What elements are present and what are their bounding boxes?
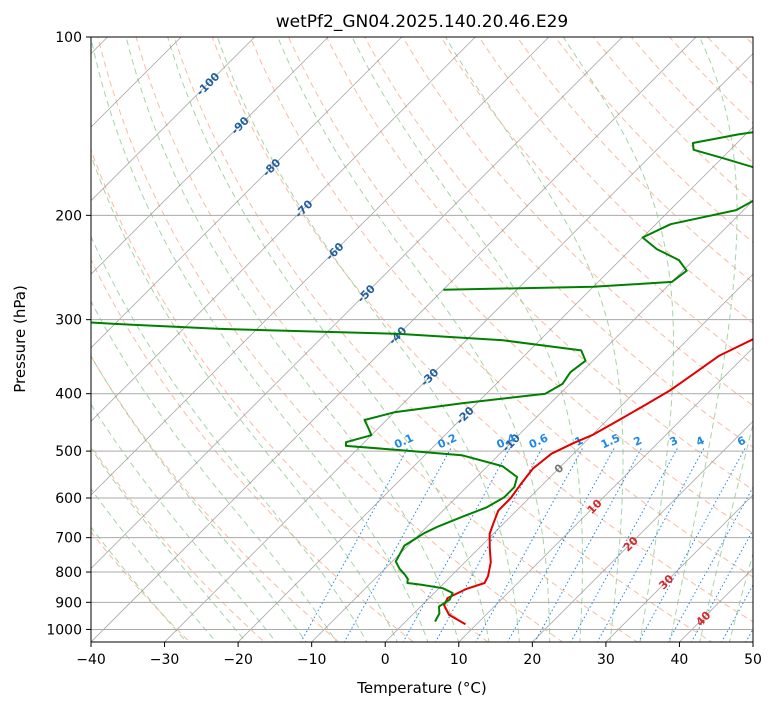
moist-adiabat-line [91, 355, 307, 642]
moist-adiabat-line [562, 37, 674, 642]
isotherm-line [91, 37, 623, 570]
plot-area [91, 37, 753, 642]
isotherm-line [237, 126, 753, 642]
dewpoint-line [91, 321, 587, 623]
mixing-ratio-line [667, 486, 753, 642]
moist-adiabat-line [351, 37, 583, 642]
x-tick-label: 30 [597, 652, 615, 668]
y-tick-label: 800 [55, 565, 82, 581]
x-axis-title: Temperature (°C) [356, 679, 486, 697]
y-tick-label: 600 [55, 491, 82, 507]
dry-adiabat-line [440, 37, 753, 365]
moist-adiabat-line [728, 551, 753, 642]
moist-adiabat-line [91, 526, 188, 642]
profile-lines [91, 131, 753, 626]
dewpoint-upper-line [443, 131, 753, 291]
isotherm-line [532, 420, 753, 642]
x-tick-label: 10 [450, 652, 468, 668]
isotherm-line [91, 37, 697, 642]
x-tick-label: −20 [223, 652, 253, 668]
moist-adiabat-line [445, 37, 624, 642]
mixing-ratio-line [300, 448, 408, 642]
isotherm-line [91, 37, 403, 349]
dry-adiabat-line [478, 37, 753, 324]
mixing-ratio-line [596, 448, 705, 642]
isotherm-line [91, 37, 255, 202]
moist-adiabat-line [277, 37, 551, 642]
y-tick-label: 200 [55, 208, 82, 224]
mixing-ratio-line [402, 448, 511, 642]
y-tick-label: 700 [55, 531, 82, 547]
isotherm-line [458, 347, 753, 642]
x-tick-label: 20 [523, 652, 541, 668]
x-tick-label: −30 [150, 652, 180, 668]
y-tick-label: 100 [55, 30, 82, 46]
moist-adiabat-line [91, 300, 338, 642]
isotherm-line [91, 37, 476, 422]
y-tick-label: 400 [55, 387, 82, 403]
plot-frame [90, 36, 754, 643]
x-tick-label: 50 [744, 652, 762, 668]
temperature-line [443, 338, 753, 626]
mixing-ratio-line [570, 448, 678, 642]
moist-adiabat-line [669, 37, 738, 642]
chart-title: wetPf2_GN04.2025.140.20.46.E29 [276, 12, 568, 32]
mixing-ratio-line [534, 448, 642, 642]
y-axis-title: Pressure (hPa) [11, 285, 29, 393]
dry-adiabat-line [364, 37, 753, 449]
x-tick-label: 40 [671, 652, 689, 668]
dry-adiabat-line [402, 37, 753, 407]
isotherm-line [605, 494, 753, 642]
isotherm-line [384, 273, 753, 642]
mixing-ratio-line [475, 448, 583, 642]
isotherm-line [91, 37, 550, 496]
y-tick-label: 300 [55, 313, 82, 329]
y-tick-label: 1000 [46, 622, 82, 638]
mixing-ratio-line [721, 583, 753, 642]
x-tick-label: 0 [381, 652, 390, 668]
mixing-ratio-line [507, 448, 615, 642]
x-tick-label: −40 [76, 652, 106, 668]
mixing-ratio-line [691, 529, 753, 642]
isotherm-line [91, 37, 329, 275]
mixing-ratio-line [343, 448, 452, 642]
y-tick-label: 900 [55, 595, 82, 611]
y-tick-label: 500 [55, 444, 82, 460]
moist-adiabat-line [216, 37, 520, 642]
mixing-ratio-line [638, 448, 746, 642]
isotherm-line [164, 52, 753, 642]
x-tick-label: −10 [297, 652, 327, 668]
axes: −40 −30 −20 −10 0 10 20 30 40 50 100 200 300 400 500 60… [46, 30, 762, 668]
